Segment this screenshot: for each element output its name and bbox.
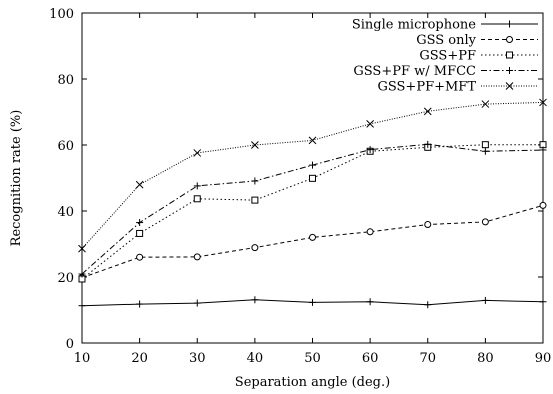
data-point xyxy=(366,228,374,236)
series-3 xyxy=(78,140,547,278)
axis-ticks: 10 20 30 40 50 60 70 80 90 0 20 40 60 80 100 xyxy=(49,7,551,366)
data-point xyxy=(193,195,201,203)
x-tick-label: 20 xyxy=(131,351,148,366)
y-tick-label: 100 xyxy=(49,7,74,22)
legend-label: GSS+PF+MFT xyxy=(377,80,476,95)
data-point xyxy=(136,300,144,308)
legend-marker xyxy=(505,82,514,90)
series-layer xyxy=(78,98,547,310)
legend-label: GSS only xyxy=(416,33,476,48)
data-point xyxy=(539,98,547,107)
y-tick-label: 60 xyxy=(57,139,74,154)
data-point xyxy=(193,182,201,190)
data-point xyxy=(366,120,374,128)
data-point xyxy=(135,180,144,189)
data-point xyxy=(136,219,144,227)
data-point xyxy=(366,146,374,154)
data-point xyxy=(251,244,259,252)
data-point xyxy=(481,141,489,149)
data-point xyxy=(366,298,374,306)
legend-marker xyxy=(506,20,513,28)
data-point xyxy=(539,201,547,209)
data-point xyxy=(136,229,144,237)
data-point xyxy=(539,146,547,154)
data-point xyxy=(251,177,259,185)
x-tick-label: 70 xyxy=(419,351,436,366)
data-point xyxy=(308,136,317,145)
data-point xyxy=(423,107,432,116)
x-tick-label: 50 xyxy=(304,351,321,366)
data-point xyxy=(136,253,144,261)
legend-marker xyxy=(506,36,513,43)
data-point xyxy=(424,140,432,148)
data-point xyxy=(424,301,432,309)
legend-label: Single microphone xyxy=(352,18,476,33)
data-point xyxy=(309,298,316,306)
legend-label: GSS+PF w/ MFCC xyxy=(353,64,476,79)
data-point xyxy=(251,296,259,304)
y-tick-label: 80 xyxy=(57,73,74,88)
x-tick-label: 60 xyxy=(362,351,379,366)
data-point xyxy=(193,149,202,157)
x-tick-label: 10 xyxy=(74,351,91,366)
data-point xyxy=(309,174,316,182)
data-point xyxy=(481,296,489,304)
data-point xyxy=(78,302,86,310)
series-0 xyxy=(78,296,547,310)
y-tick-label: 0 xyxy=(66,337,74,352)
data-point xyxy=(424,221,432,229)
x-axis-label: Separation angle (deg.) xyxy=(235,375,390,390)
series-4 xyxy=(78,98,547,253)
x-tick-label: 90 xyxy=(535,351,552,366)
data-point xyxy=(481,147,489,155)
data-point xyxy=(193,299,201,307)
legend-marker xyxy=(506,51,513,59)
series-1 xyxy=(78,201,547,282)
data-point xyxy=(539,298,547,306)
x-tick-label: 80 xyxy=(477,351,494,366)
series-line xyxy=(81,204,544,279)
legend-label: GSS+PF xyxy=(419,49,476,64)
data-point xyxy=(78,244,86,253)
data-point xyxy=(481,218,489,226)
data-point xyxy=(309,161,316,169)
legend-marker xyxy=(506,67,513,74)
data-point xyxy=(193,253,201,261)
data-point xyxy=(481,100,490,108)
x-tick-label: 30 xyxy=(189,351,206,366)
series-2 xyxy=(78,141,547,283)
data-point xyxy=(309,233,316,241)
data-point xyxy=(78,270,86,278)
x-tick-label: 40 xyxy=(247,351,264,366)
data-point xyxy=(251,141,259,149)
data-point xyxy=(251,196,259,204)
y-axis-label: Recognition rate (%) xyxy=(9,110,24,247)
y-tick-label: 40 xyxy=(57,205,74,220)
y-tick-label: 20 xyxy=(57,271,74,286)
